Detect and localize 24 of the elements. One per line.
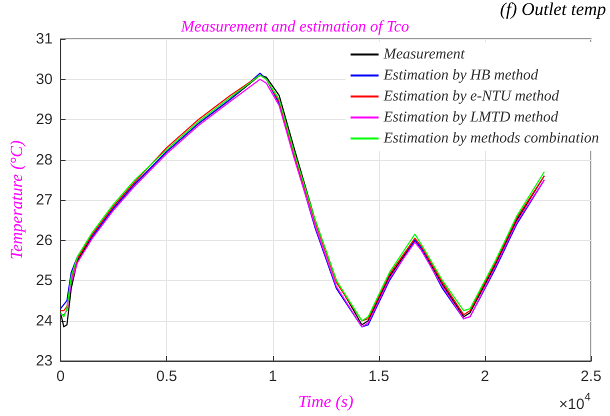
y-tick-label: 26 xyxy=(36,232,53,249)
legend-label: Estimation by methods combination xyxy=(382,130,600,146)
x-tick-label: 1.5 xyxy=(368,368,390,385)
y-tick-label: 23 xyxy=(36,352,53,370)
x-tick-label: 0.5 xyxy=(156,368,178,385)
legend-label: Measurement xyxy=(382,46,466,62)
y-tick-label: 24 xyxy=(36,312,53,330)
x-axis-title: Time (s) xyxy=(298,392,354,411)
x-tick-label: 2.5 xyxy=(580,368,602,385)
y-tick-label: 27 xyxy=(36,192,53,208)
x-tick-label: 0 xyxy=(56,368,65,385)
chart-title: Measurement and estimation of Tco xyxy=(180,18,410,36)
y-axis-title: Temperature (°C) xyxy=(7,140,26,260)
x-tick-label: 1 xyxy=(268,368,277,385)
legend-label: Estimation by HB method xyxy=(382,68,539,84)
text: (f) Outlet temp xyxy=(500,0,606,19)
legend-label: Estimation by LMTD method xyxy=(382,110,559,126)
x-tick-label: 2 xyxy=(480,368,490,385)
y-tick-label: 29 xyxy=(36,111,53,128)
y-tick-label: 30 xyxy=(36,70,53,88)
legend-label: Estimation by e-NTU method xyxy=(382,88,560,104)
y-tick-label: 28 xyxy=(36,151,53,168)
y-tick-label: 31 xyxy=(36,30,53,48)
y-tick-label: 25 xyxy=(36,272,53,289)
